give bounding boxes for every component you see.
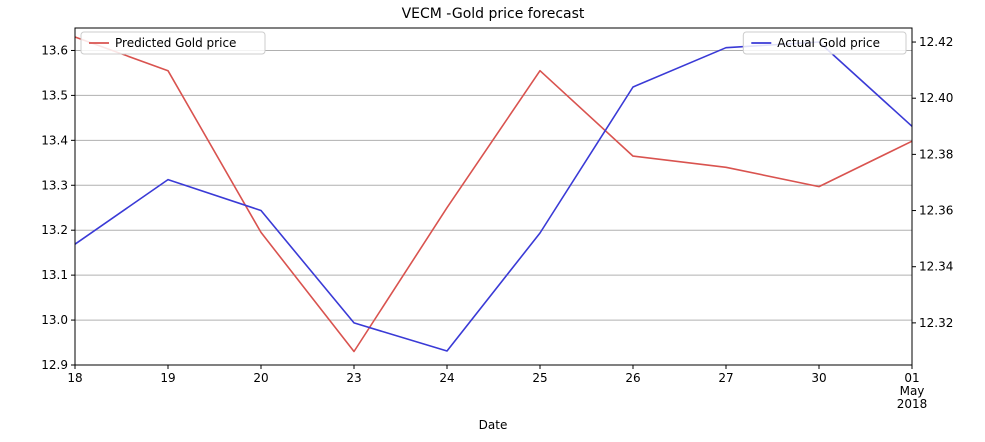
plot-frame [74, 27, 913, 366]
x-tick-label: 19 [160, 371, 175, 385]
x-axis-label: Date [479, 418, 508, 432]
legend-predicted: Predicted Gold price [80, 31, 266, 55]
right-tick-label: 12.42 [919, 35, 953, 49]
right-tick-label: 12.40 [919, 91, 953, 105]
x-tick-sublabel: May [900, 384, 925, 398]
legend-label: Predicted Gold price [115, 36, 236, 50]
right-tick-label: 12.38 [919, 147, 953, 161]
series-lines [74, 36, 913, 353]
x-tick-label: 26 [625, 371, 640, 385]
x-tick-label: 27 [718, 371, 733, 385]
x-tick-label: 01 [904, 371, 919, 385]
series-line-actual [74, 41, 913, 352]
left-tick-label: 13.1 [41, 268, 68, 282]
right-tick-label: 12.34 [919, 260, 953, 274]
legend-actual: Actual Gold price [742, 31, 907, 55]
chart-title: VECM -Gold price forecast [402, 6, 585, 22]
x-tick-label: 25 [532, 371, 547, 385]
right-tick-label: 12.36 [919, 204, 953, 218]
series-line-predicted [74, 36, 913, 353]
left-tick-label: 13.5 [41, 88, 68, 102]
x-tick-sublabel: 2018 [897, 397, 928, 411]
left-tick-label: 13.0 [41, 313, 68, 327]
x-tick-label: 20 [253, 371, 268, 385]
left-tick-label: 12.9 [41, 358, 68, 372]
legend-label: Actual Gold price [777, 36, 880, 50]
left-tick-label: 13.3 [41, 178, 68, 192]
left-tick-label: 13.2 [41, 223, 68, 237]
gridlines [75, 49, 912, 366]
x-tick-label: 30 [811, 371, 826, 385]
legend-box [80, 31, 266, 55]
left-axis: 12.9 13.0 13.1 13.2 13.3 13.4 13.5 13.6 [41, 43, 75, 372]
left-tick-label: 13.4 [41, 133, 68, 147]
x-tick-label: 24 [439, 371, 454, 385]
legend-box [742, 31, 907, 55]
x-tick-label: 23 [346, 371, 361, 385]
right-axis: 12.32 12.34 12.36 12.38 12.40 12.42 [912, 35, 953, 330]
right-tick-label: 12.32 [919, 316, 953, 330]
left-tick-label: 13.6 [41, 43, 68, 57]
x-tick-label: 18 [67, 371, 82, 385]
